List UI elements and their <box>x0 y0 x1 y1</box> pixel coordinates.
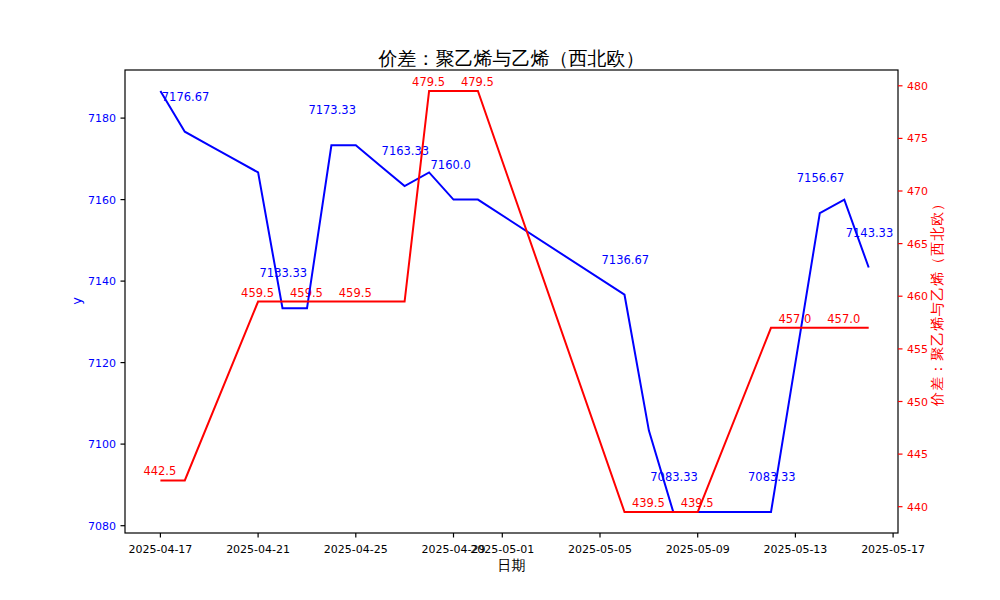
data-point-label: 7156.67 <box>797 171 845 185</box>
y-tick-label-left: 7100 <box>88 438 116 451</box>
data-point-label: 7176.67 <box>162 90 210 104</box>
figure-canvas: 价差：聚乙烯与乙烯（西北欧） 日期 y 价差：聚乙烯与乙烯（西北欧） 7176.… <box>0 0 1000 600</box>
plot-area: 7176.677133.337173.337163.337160.07136.6… <box>0 0 1000 600</box>
y-tick-label-left: 7160 <box>88 194 116 207</box>
x-tick-label: 2025-05-09 <box>666 543 730 556</box>
y-tick-label-right: 480 <box>907 80 928 93</box>
data-point-label: 7083.33 <box>748 470 796 484</box>
y-tick-label-right: 440 <box>907 501 928 514</box>
x-tick-label: 2025-05-05 <box>568 543 632 556</box>
data-point-label: 439.5 <box>632 496 665 510</box>
data-point-label: 7173.33 <box>308 103 356 117</box>
x-tick-label: 2025-05-13 <box>763 543 827 556</box>
data-point-label: 442.5 <box>143 464 176 478</box>
y-tick-label-left: 7180 <box>88 112 116 125</box>
data-point-label: 459.5 <box>339 286 372 300</box>
x-tick-label: 2025-05-17 <box>861 543 925 556</box>
data-point-label: 479.5 <box>412 75 445 89</box>
x-tick-label: 2025-04-17 <box>128 543 192 556</box>
x-tick-label: 2025-04-25 <box>324 543 388 556</box>
y-tick-label-right: 465 <box>907 238 928 251</box>
y-tick-label-right: 455 <box>907 343 928 356</box>
right-series-line <box>160 91 868 512</box>
data-point-label: 457.0 <box>827 312 860 326</box>
y-tick-label-right: 450 <box>907 396 928 409</box>
plot-border <box>125 70 898 533</box>
data-point-label: 479.5 <box>461 75 494 89</box>
y-tick-label-right: 475 <box>907 132 928 145</box>
data-point-label: 457.0 <box>778 312 811 326</box>
y-tick-label-right: 445 <box>907 448 928 461</box>
data-point-label: 7083.33 <box>650 470 698 484</box>
data-point-label: 7160.0 <box>431 158 471 172</box>
data-point-label: 439.5 <box>681 496 714 510</box>
data-point-label: 459.5 <box>241 286 274 300</box>
y-tick-label-left: 7140 <box>88 275 116 288</box>
y-tick-label-left: 7080 <box>88 520 116 533</box>
x-tick-label: 2025-05-01 <box>470 543 534 556</box>
data-point-label: 459.5 <box>290 286 323 300</box>
x-tick-label: 2025-04-21 <box>226 543 290 556</box>
data-point-label: 7143.33 <box>846 226 894 240</box>
y-tick-label-left: 7120 <box>88 357 116 370</box>
y-tick-label-right: 460 <box>907 290 928 303</box>
data-point-label: 7133.33 <box>260 266 308 280</box>
data-point-label: 7136.67 <box>602 253 650 267</box>
y-tick-label-right: 470 <box>907 185 928 198</box>
